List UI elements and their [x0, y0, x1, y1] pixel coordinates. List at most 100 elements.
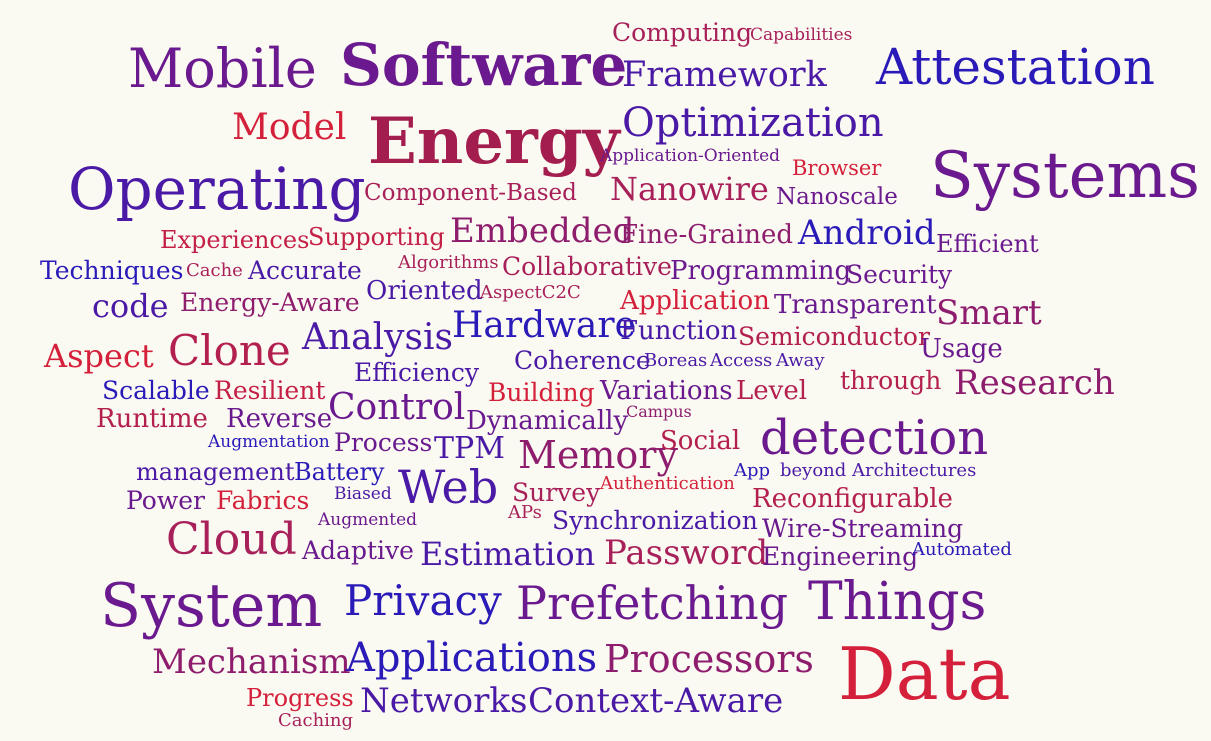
word-things: Things: [808, 572, 987, 632]
word-caching: Caching: [278, 710, 354, 731]
word-variations: Variations: [600, 376, 733, 406]
word-control: Control: [328, 387, 466, 428]
word-detection: detection: [760, 410, 989, 466]
word-coherence: Coherence: [514, 346, 651, 375]
word-biased: Biased: [334, 484, 392, 504]
word-dynamically: Dynamically: [466, 406, 629, 436]
word-power: Power: [126, 486, 206, 515]
word-password: Password: [604, 533, 769, 573]
word-cache: Cache: [186, 260, 243, 281]
word-efficiency: Efficiency: [354, 358, 480, 387]
word-reconfigurable: Reconfigurable: [752, 484, 953, 514]
word-model: Model: [232, 107, 347, 148]
word-component-based: Component-Based: [364, 180, 577, 206]
word-privacy: Privacy: [344, 576, 502, 625]
word-networks: Networks: [360, 681, 528, 721]
word-aspect: Aspect: [44, 337, 154, 375]
word-building: Building: [488, 378, 595, 407]
word-computing: Computing: [612, 18, 753, 47]
word-system: System: [100, 571, 323, 641]
word-mobile: Mobile: [128, 37, 317, 100]
word-battery: Battery: [294, 458, 385, 486]
word-software: Software: [340, 31, 628, 99]
word-application: Application: [620, 286, 770, 316]
word-energy-aware: Energy-Aware: [180, 288, 360, 317]
word-application-oriented: Application-Oriented: [600, 146, 781, 166]
word-authentication: Authentication: [600, 473, 735, 494]
word-hardware: Hardware: [452, 305, 636, 346]
word-attestation: Attestation: [876, 38, 1155, 96]
word-processors: Processors: [604, 637, 814, 681]
word-estimation: Estimation: [420, 535, 596, 573]
word-automated: Automated: [912, 539, 1012, 560]
word-accurate: Accurate: [248, 256, 362, 285]
word-wire-streaming: Wire-Streaming: [762, 514, 964, 543]
word-framework: Framework: [622, 55, 827, 95]
word-mechanism: Mechanism: [152, 642, 351, 682]
word-supporting: Supporting: [308, 223, 445, 251]
word-web: Web: [398, 460, 499, 514]
word-context-aware: Context-Aware: [528, 681, 784, 721]
word-function: Function: [620, 316, 738, 346]
word-optimization: Optimization: [622, 100, 884, 146]
word-level: Level: [736, 376, 808, 406]
word-data: Data: [838, 632, 1011, 716]
word-engineering: Engineering: [762, 542, 919, 571]
word-programming: Programming: [670, 256, 852, 286]
word-reverse: Reverse: [226, 404, 333, 434]
word-through: through: [840, 366, 942, 395]
word-augmentation: Augmentation: [208, 432, 330, 452]
word-research: Research: [954, 363, 1115, 403]
word-tpm: TPM: [434, 431, 505, 466]
word-analysis: Analysis: [302, 317, 453, 358]
word-energy: Energy: [368, 104, 620, 179]
word-fine-grained: Fine-Grained: [620, 220, 794, 250]
word-management: management: [136, 458, 295, 486]
word-aspectc2c: AspectC2C: [480, 282, 581, 303]
word-augmented: Augmented: [318, 510, 418, 530]
word-capabilities: Capabilities: [750, 25, 853, 45]
word-fabrics: Fabrics: [216, 486, 310, 515]
word-security: Security: [846, 260, 953, 289]
word-transparent: Transparent: [774, 290, 937, 320]
word-social: Social: [660, 426, 741, 456]
word-collaborative: Collaborative: [502, 252, 672, 281]
word-scalable: Scalable: [102, 376, 210, 405]
word-smart: Smart: [936, 293, 1042, 333]
word-nanowire: Nanowire: [610, 170, 769, 208]
word-survey: Survey: [512, 478, 601, 507]
word-beyond: beyond: [780, 460, 847, 481]
word-campus: Campus: [626, 402, 692, 421]
word-systems: Systems: [930, 139, 1200, 213]
word-process: Process: [334, 428, 433, 457]
word-clone: Clone: [168, 326, 291, 375]
word-efficient: Efficient: [936, 230, 1039, 258]
word-code: code: [92, 287, 169, 325]
word-resilient: Resilient: [214, 376, 326, 405]
word-usage: Usage: [920, 334, 1003, 364]
word-applications: Applications: [346, 635, 598, 681]
word-runtime: Runtime: [96, 404, 208, 434]
word-aps: APs: [508, 502, 542, 523]
word-embedded: Embedded: [450, 211, 635, 251]
word-algorithms: Algorithms: [398, 252, 499, 273]
word-semiconductor: Semiconductor: [738, 322, 930, 351]
word-experiences: Experiences: [160, 226, 310, 254]
word-android: Android: [798, 213, 936, 253]
word-adaptive: Adaptive: [302, 536, 414, 565]
word-boreas: Boreas: [644, 350, 708, 371]
word-app: App: [734, 460, 771, 481]
word-progress: Progress: [246, 684, 354, 712]
word-browser: Browser: [792, 156, 882, 180]
word-synchronization: Synchronization: [552, 506, 758, 535]
word-techniques: Techniques: [40, 256, 184, 285]
word-away: Away: [776, 350, 825, 371]
word-prefetching: Prefetching: [516, 576, 789, 630]
word-cloud: Cloud: [166, 514, 297, 565]
word-operating: Operating: [68, 155, 366, 223]
word-nanoscale: Nanoscale: [776, 184, 898, 210]
word-access: Access: [710, 350, 773, 371]
word-memory: Memory: [518, 433, 678, 477]
word-architectures: Architectures: [852, 460, 977, 481]
